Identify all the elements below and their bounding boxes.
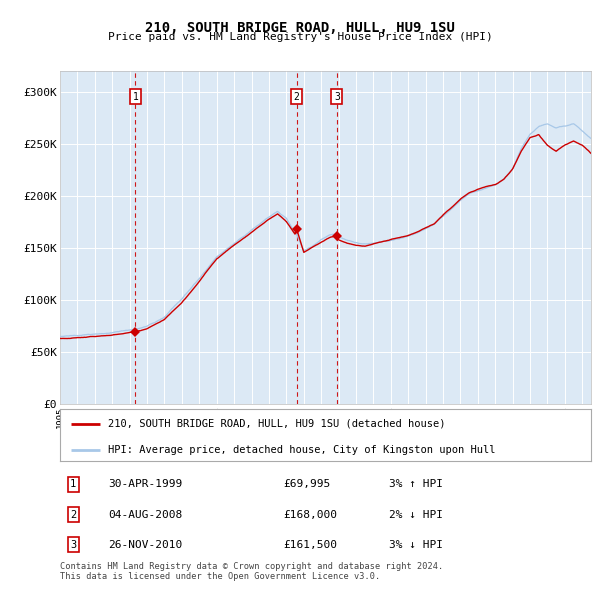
Text: 2% ↓ HPI: 2% ↓ HPI	[389, 510, 443, 520]
Text: Price paid vs. HM Land Registry's House Price Index (HPI): Price paid vs. HM Land Registry's House …	[107, 32, 493, 42]
Text: 04-AUG-2008: 04-AUG-2008	[108, 510, 182, 520]
Text: 3: 3	[334, 92, 340, 102]
Text: 1: 1	[133, 92, 139, 102]
Text: 3% ↑ HPI: 3% ↑ HPI	[389, 480, 443, 489]
Text: £69,995: £69,995	[283, 480, 330, 489]
Text: 26-NOV-2010: 26-NOV-2010	[108, 540, 182, 550]
Text: 1: 1	[70, 480, 76, 489]
Text: 3% ↓ HPI: 3% ↓ HPI	[389, 540, 443, 550]
Text: 210, SOUTH BRIDGE ROAD, HULL, HU9 1SU (detached house): 210, SOUTH BRIDGE ROAD, HULL, HU9 1SU (d…	[108, 419, 445, 429]
Text: 2: 2	[293, 92, 299, 102]
Text: £161,500: £161,500	[283, 540, 337, 550]
Text: 3: 3	[70, 540, 76, 550]
Text: £168,000: £168,000	[283, 510, 337, 520]
Text: Contains HM Land Registry data © Crown copyright and database right 2024.
This d: Contains HM Land Registry data © Crown c…	[60, 562, 443, 581]
Text: 210, SOUTH BRIDGE ROAD, HULL, HU9 1SU: 210, SOUTH BRIDGE ROAD, HULL, HU9 1SU	[145, 21, 455, 35]
Text: 30-APR-1999: 30-APR-1999	[108, 480, 182, 489]
Text: HPI: Average price, detached house, City of Kingston upon Hull: HPI: Average price, detached house, City…	[108, 445, 495, 455]
Text: 2: 2	[70, 510, 76, 520]
